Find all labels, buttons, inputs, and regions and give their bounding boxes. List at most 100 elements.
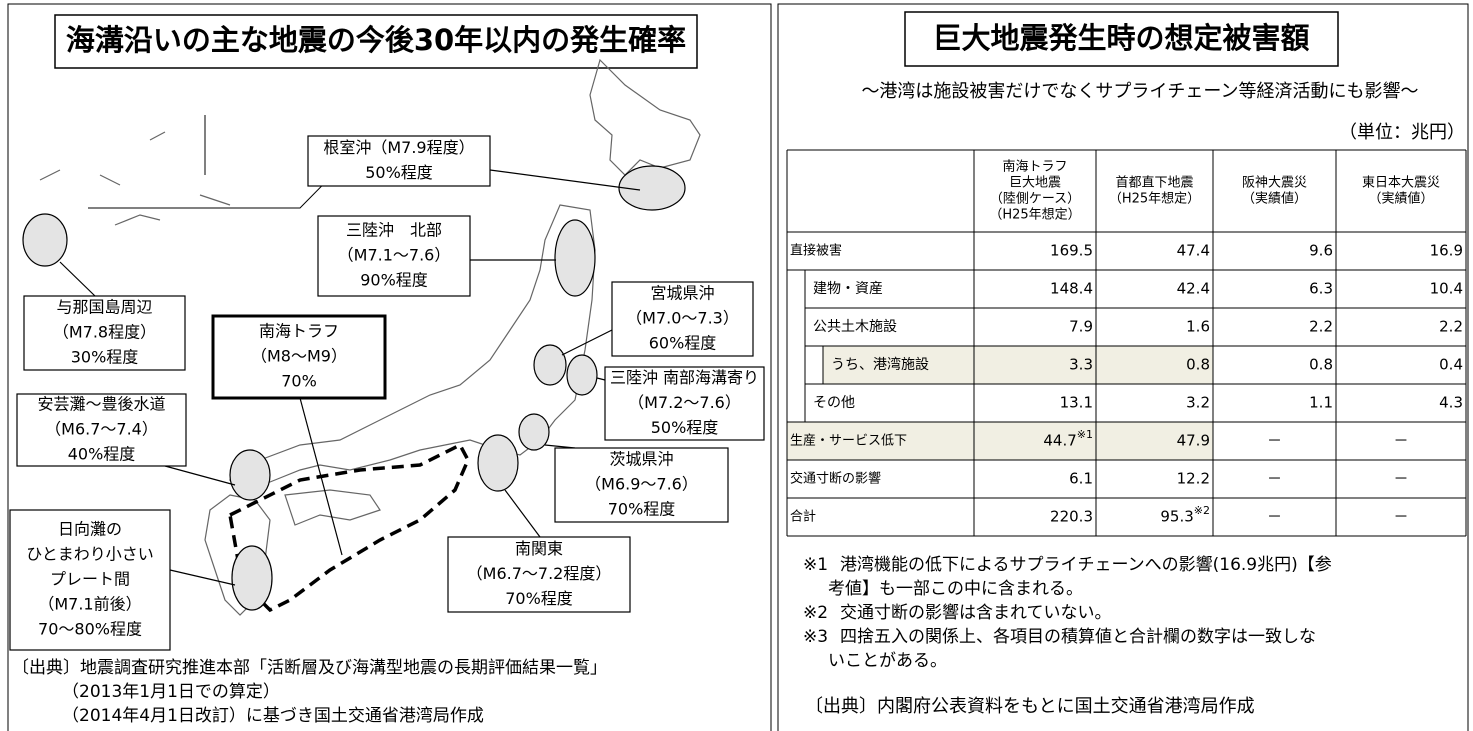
- row-label: 合計: [790, 509, 816, 525]
- damage-subtitle: ～港湾は施設被害だけでなくサプライチェーン等経済活動にも影響～: [861, 81, 1418, 102]
- cell-value: －: [1393, 432, 1408, 450]
- connector: [561, 329, 613, 356]
- cell-value: 0.8: [1186, 356, 1210, 374]
- connector: [504, 489, 541, 538]
- note-mark: ※2: [1194, 504, 1210, 517]
- left-panel: [7, 3, 772, 731]
- label-line: （M7.2～7.6）: [628, 393, 741, 412]
- source-area: [229, 449, 271, 501]
- label-line: （M6.7～7.2程度）: [467, 564, 612, 583]
- cell-value: 1.6: [1186, 318, 1210, 336]
- label-line: 70～80%程度: [38, 620, 142, 639]
- label-line: （M6.7～7.4）: [45, 420, 158, 439]
- note-text: 考値】も一部この中に含まれる。: [828, 579, 1083, 599]
- note-text: 四捨五入の関係上、各項目の積算値と合計欄の数字は一致しな: [840, 627, 1316, 647]
- label-line: （M7.1前後）: [38, 595, 141, 614]
- cell-value: 6.3: [1309, 280, 1333, 298]
- source-area: [566, 354, 598, 396]
- cell-value: 13.1: [1060, 394, 1093, 412]
- label-box: [317, 215, 471, 297]
- label-line: 三陸沖 北部: [346, 221, 442, 240]
- cell-value: 220.3: [1050, 508, 1093, 526]
- note-mark: ※1: [1077, 428, 1093, 441]
- source-area: [22, 213, 68, 267]
- label-line: 南関東: [515, 539, 563, 558]
- connector: [59, 261, 96, 297]
- label-box: [16, 393, 187, 467]
- label-line: （M6.9～7.6）: [585, 475, 698, 494]
- note-text: いことがある。: [828, 651, 947, 671]
- label-line: 三陸沖 南部海溝寄り: [610, 368, 759, 387]
- cell-value: 3.3: [1069, 356, 1093, 374]
- label-box: [611, 281, 754, 357]
- label-line: プレート間: [50, 570, 130, 589]
- label-line: 50%程度: [651, 418, 719, 437]
- cell-value: 7.9: [1069, 318, 1093, 336]
- cell-value: －: [1267, 470, 1282, 488]
- source-area: [533, 344, 567, 386]
- cell-value: 2.2: [1439, 318, 1463, 336]
- label-line: 根室沖（M7.9程度）: [323, 138, 474, 157]
- label-box: [211, 314, 387, 400]
- label-line: （M7.8程度）: [53, 323, 156, 342]
- connector: [299, 397, 343, 556]
- connector: [596, 377, 606, 381]
- label-box: [23, 295, 186, 371]
- note-mark: ※3: [803, 627, 828, 647]
- label-line: 日向灘の: [58, 520, 122, 539]
- unit: （単位：兆円）: [1339, 122, 1465, 143]
- cell-value: 16.9: [1430, 242, 1463, 260]
- cell-value: 3.2: [1186, 394, 1210, 412]
- cell-value: 42.4: [1177, 280, 1210, 298]
- label-box: [307, 135, 491, 187]
- label-line: 40%程度: [68, 445, 136, 464]
- map-source: 〔出典〕地震調査研究推進本部「活断層及び海溝型地震の長期評価結果一覧」: [12, 658, 607, 678]
- cell-value: －: [1393, 508, 1408, 526]
- label-line: 60%程度: [649, 334, 717, 353]
- source-area: [477, 434, 519, 492]
- label-line: 与那国島周辺: [56, 298, 152, 317]
- column-header: （H25年想定）: [989, 207, 1080, 223]
- label-line: 70%程度: [505, 589, 573, 608]
- cell-value: －: [1393, 470, 1408, 488]
- shikoku: [284, 489, 381, 526]
- label-line: （M7.1～7.6）: [338, 246, 451, 265]
- column-header: （H25年想定）: [1109, 191, 1200, 207]
- label-line: 茨城県沖: [609, 450, 673, 469]
- source-area: [518, 413, 550, 451]
- map-title: 海溝沿いの主な地震の今後30年以内の発生確率: [66, 23, 686, 57]
- source-area: [231, 545, 273, 611]
- cell-value: 2.2: [1309, 318, 1333, 336]
- cell-value: 47.9: [1177, 432, 1210, 450]
- cell-value: 148.4: [1050, 280, 1093, 298]
- column-header: （実績値）: [1368, 191, 1433, 207]
- label-line: （M7.0～7.3）: [626, 309, 739, 328]
- row-label: 直接被害: [790, 243, 842, 259]
- okinawa-islands: [39, 131, 231, 226]
- column-header: （陸側ケース）: [990, 191, 1080, 207]
- row-label: 建物・資産: [813, 281, 883, 297]
- map-outline: [39, 58, 701, 616]
- honshu: [228, 204, 596, 491]
- cell-value: 12.2: [1177, 470, 1210, 488]
- column-header: 首都直下地震: [1115, 176, 1193, 191]
- map-source: （2014年4月1日改訂）に基づき国土交通省港湾局作成: [62, 706, 484, 726]
- row-label: 生産・サービス低下: [790, 433, 907, 449]
- cell-value: 0.4: [1439, 356, 1463, 374]
- column-header: 南海トラフ: [1002, 159, 1067, 175]
- note-text: 交通寸断の影響は含まれていない。: [840, 603, 1112, 623]
- label-box: [447, 536, 631, 613]
- damage-source: 〔出典〕内閣府公表資料をもとに国土交通省港湾局作成: [805, 696, 1255, 717]
- label-line: 70%程度: [608, 500, 676, 519]
- label-line: 安芸灘～豊後水道: [37, 395, 165, 414]
- kyushu: [204, 494, 271, 616]
- note-text: 港湾機能の低下によるサプライチェーンへの影響(16.9兆円)【参: [840, 555, 1332, 575]
- column-header: 阪神大震災: [1242, 176, 1307, 191]
- cell-value: 9.6: [1309, 242, 1333, 260]
- row-highlight: [787, 422, 1213, 460]
- label-line: （M8～M9）: [251, 347, 347, 366]
- label-line: 70%: [281, 372, 317, 391]
- row-label: うち、港湾施設: [831, 356, 929, 373]
- label-line: ひとまわり小さい: [26, 545, 154, 564]
